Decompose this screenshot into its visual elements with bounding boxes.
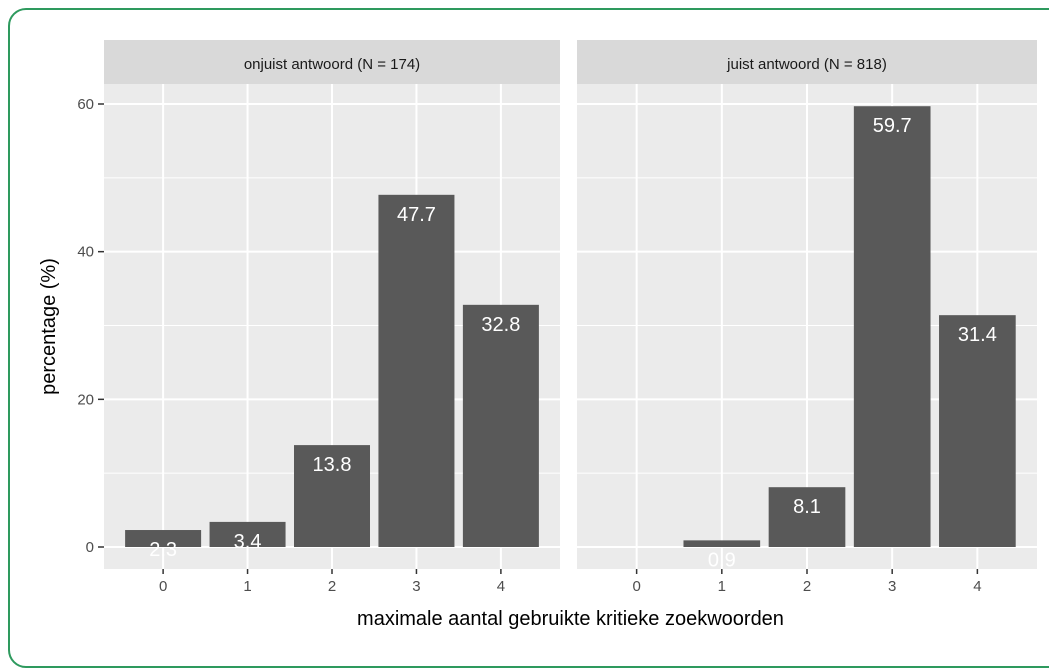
bar-value-label: 59.7	[873, 115, 912, 137]
y-tick-label: 40	[77, 244, 94, 261]
bar	[939, 315, 1016, 547]
strip-label-onjuist: onjuist antwoord (N = 174)	[244, 56, 420, 73]
bar	[768, 487, 846, 547]
bar	[209, 521, 286, 547]
panel-onjuist: onjuist antwoord (N = 174) 2.3 3.4 13.8 47.…	[104, 40, 560, 595]
y-axis-title: percentage (%)	[38, 258, 60, 395]
bar-value-label: 32.8	[481, 314, 520, 336]
x-tick-label: 1	[718, 578, 726, 595]
bar-value-label: 47.7	[397, 204, 436, 226]
strip-onjuist	[104, 40, 560, 84]
strip-juist	[577, 40, 1037, 84]
bar	[853, 106, 931, 547]
bars-onjuist: 2.3 3.4 13.8 47.7 32.8	[125, 194, 539, 561]
bar-value-label: 8.1	[793, 496, 821, 518]
x-tick-label: 4	[497, 578, 505, 595]
bar	[378, 194, 455, 547]
y-tick-label: 20	[77, 391, 94, 408]
y-tick-label: 60	[77, 96, 94, 113]
faceted-bar-chart: onjuist antwoord (N = 174) 2.3 3.4 13.8 47.…	[38, 40, 1037, 630]
bar-value-label: 13.8	[313, 454, 352, 476]
strip-label-juist: juist antwoord (N = 818)	[726, 56, 887, 73]
panel-juist: juist antwoord (N = 818) 0.98.159.731.4 …	[577, 40, 1037, 595]
y-tick-label: 0	[86, 539, 94, 556]
bar-value-label: 0.9	[708, 549, 736, 571]
y-axis: 0 20 40 60	[77, 96, 104, 556]
bar-value-label: 3.4	[234, 531, 262, 553]
bar	[294, 445, 370, 547]
x-ticks-onjuist: 0 1 2 3 4	[159, 569, 505, 595]
x-tick-label: 3	[888, 578, 896, 595]
bar	[462, 304, 539, 547]
bar	[125, 530, 202, 547]
bar-value-label: 31.4	[958, 324, 997, 346]
bars-juist: 0.9 8.1 59.7 31.4	[683, 106, 1016, 571]
x-tick-label: 0	[159, 578, 167, 595]
x-tick-label: 2	[328, 578, 336, 595]
x-tick-label: 4	[973, 578, 981, 595]
bar	[683, 540, 761, 547]
x-tick-label: 2	[803, 578, 811, 595]
x-tick-label: 3	[412, 578, 420, 595]
x-axis-title: maximale aantal gebruikte kritieke zoekw…	[357, 608, 784, 630]
x-ticks-juist: 0 1 2 3 4	[632, 569, 982, 595]
bar-value-label: 2.3	[149, 539, 177, 561]
x-tick-label: 0	[632, 578, 640, 595]
x-tick-label: 1	[243, 578, 251, 595]
